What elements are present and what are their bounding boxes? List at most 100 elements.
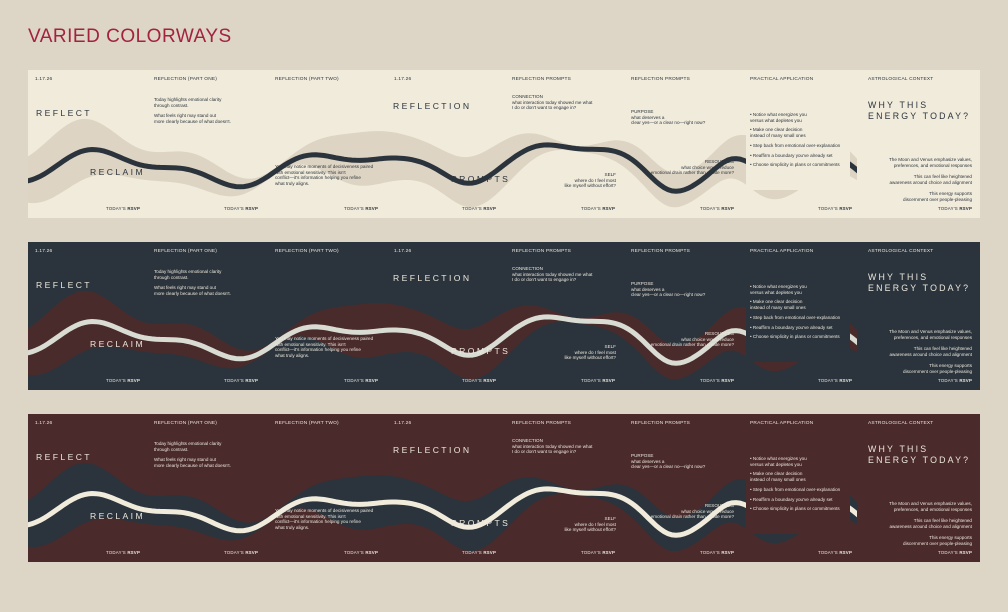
rsvp-brand: RSVP xyxy=(721,550,735,555)
reflect-label: REFLECT xyxy=(36,108,92,118)
rsvp-prefix: TODAY'S xyxy=(818,550,840,555)
rsvp-footer: TODAY'S RSVP xyxy=(700,206,734,212)
prompt-resources: RESOURCES what choice would reduce emoti… xyxy=(650,159,734,176)
astro-panel-bg xyxy=(857,154,980,218)
header-prompts-2: REFLECTION PROMPTS xyxy=(631,77,691,82)
rsvp-footer: TODAY'S RSVP xyxy=(700,550,734,556)
header-date-2: 1.17.26 xyxy=(394,77,412,82)
header-astro: ASTROLOGICAL CONTEXT xyxy=(868,249,934,254)
application-list: • Notice what energizes you versus what … xyxy=(750,284,840,344)
application-item: • Choose simplicity in plans or commitme… xyxy=(750,162,840,168)
reclaim-label: RECLAIM xyxy=(90,511,146,521)
header-astro: ASTROLOGICAL CONTEXT xyxy=(868,421,934,426)
rsvp-brand: RSVP xyxy=(959,206,973,211)
prompts-label: PROMPTS xyxy=(451,174,511,184)
astro-text-2: This can feel like heightened awareness … xyxy=(889,346,973,357)
header-prompts-1: REFLECTION PROMPTS xyxy=(512,77,572,82)
application-panel-bg xyxy=(746,454,850,534)
prompt-resources: RESOURCES what choice would reduce emoti… xyxy=(650,331,734,348)
date-label: 1.17.26 xyxy=(35,77,53,82)
reflect-label: REFLECT xyxy=(36,452,92,462)
rsvp-brand: RSVP xyxy=(483,206,497,211)
rsvp-brand: RSVP xyxy=(245,206,259,211)
rsvp-brand: RSVP xyxy=(245,378,259,383)
astro-text-1: The Moon and Venus emphasize values, pre… xyxy=(889,329,972,340)
colorway-strip: 1.17.26 REFLECTION (PART ONE) REFLECTION (… xyxy=(28,242,980,390)
rsvp-brand: RSVP xyxy=(365,378,379,383)
rsvp-footer: TODAY'S RSVP xyxy=(106,206,140,212)
rsvp-brand: RSVP xyxy=(839,378,853,383)
rsvp-prefix: TODAY'S xyxy=(224,550,246,555)
application-item: • Choose simplicity in plans or commitme… xyxy=(750,506,840,512)
reflection-label: REFLECTION xyxy=(393,101,472,111)
rsvp-prefix: TODAY'S xyxy=(818,378,840,383)
application-item: • Reaffirm a boundary you've already set xyxy=(750,152,833,158)
why-title: WHY THIS ENERGY TODAY? xyxy=(868,100,971,122)
prompt-purpose: PURPOSE what deserves a clear yes—or a c… xyxy=(631,109,706,126)
reflection-label: REFLECTION xyxy=(393,273,472,283)
astro-text-1: The Moon and Venus emphasize values, pre… xyxy=(889,501,972,512)
rsvp-prefix: TODAY'S xyxy=(462,206,484,211)
prompt-purpose: PURPOSE what deserves a clear yes—or a c… xyxy=(631,281,706,298)
reclaim-label: RECLAIM xyxy=(90,339,146,349)
p2-text-2: What feels right may stand out more clea… xyxy=(154,457,231,468)
prompt-connection: CONNECTION what interaction today showed… xyxy=(512,266,593,283)
astro-text-2: This can feel like heightened awareness … xyxy=(889,518,973,529)
rsvp-footer: TODAY'S RSVP xyxy=(462,550,496,556)
wave-graphic xyxy=(28,254,980,390)
rsvp-prefix: TODAY'S xyxy=(344,550,366,555)
why-title: WHY THIS ENERGY TODAY? xyxy=(868,272,971,294)
prompt-connection: CONNECTION what interaction today showed… xyxy=(512,94,593,111)
header-prompts-2: REFLECTION PROMPTS xyxy=(631,421,691,426)
rsvp-footer: TODAY'S RSVP xyxy=(462,206,496,212)
rsvp-brand: RSVP xyxy=(483,550,497,555)
rsvp-prefix: TODAY'S xyxy=(462,378,484,383)
rsvp-prefix: TODAY'S xyxy=(938,378,960,383)
colorway-strip: 1.17.26 REFLECTION (PART ONE) REFLECTION (… xyxy=(28,70,980,218)
prompt-self: SELF where do I feel most like myself wi… xyxy=(564,344,617,361)
wave-graphic xyxy=(28,426,980,562)
p2-text-2: What feels right may stand out more clea… xyxy=(154,113,231,124)
prompt-resources: RESOURCES what choice would reduce emoti… xyxy=(650,503,734,520)
why-panel-bg xyxy=(857,426,980,464)
rsvp-brand: RSVP xyxy=(839,206,853,211)
application-item: • Make one clear decision instead of man… xyxy=(750,299,806,311)
application-item: • Notice what energizes you versus what … xyxy=(750,112,807,123)
rsvp-brand: RSVP xyxy=(127,378,141,383)
rsvp-prefix: TODAY'S xyxy=(818,206,840,211)
rsvp-brand: RSVP xyxy=(127,550,141,555)
rsvp-brand: RSVP xyxy=(959,378,973,383)
rsvp-prefix: TODAY'S xyxy=(938,206,960,211)
application-item: • Notice what energizes you versus what … xyxy=(750,456,807,467)
prompts-label: PROMPTS xyxy=(451,518,511,528)
application-item: • Reaffirm a boundary you've already set xyxy=(750,324,833,330)
p2-text-2: What feels right may stand out more clea… xyxy=(154,285,231,296)
rsvp-prefix: TODAY'S xyxy=(581,206,603,211)
prompt-connection: CONNECTION what interaction today showed… xyxy=(512,438,593,455)
application-item: • Reaffirm a boundary you've already set xyxy=(750,496,833,502)
rsvp-brand: RSVP xyxy=(245,550,259,555)
date-label: 1.17.26 xyxy=(35,421,53,426)
rsvp-footer: TODAY'S RSVP xyxy=(938,378,972,384)
rsvp-prefix: TODAY'S xyxy=(106,378,128,383)
rsvp-brand: RSVP xyxy=(483,378,497,383)
rsvp-footer: TODAY'S RSVP xyxy=(344,378,378,384)
rsvp-prefix: TODAY'S xyxy=(224,378,246,383)
application-item: • Step back from emotional over-explanat… xyxy=(750,142,841,148)
prompt-purpose: PURPOSE what deserves a clear yes—or a c… xyxy=(631,453,706,470)
header-prompts-1: REFLECTION PROMPTS xyxy=(512,421,572,426)
header-date-2: 1.17.26 xyxy=(394,421,412,426)
astro-panel-bg xyxy=(857,498,980,562)
rsvp-prefix: TODAY'S xyxy=(106,206,128,211)
prompt-self: SELF where do I feel most like myself wi… xyxy=(564,516,617,533)
astro-text-3: This energy supports discernment over pe… xyxy=(903,363,972,374)
rsvp-footer: TODAY'S RSVP xyxy=(344,206,378,212)
rsvp-footer: TODAY'S RSVP xyxy=(938,550,972,556)
header-reflection-two: REFLECTION (PART TWO) xyxy=(275,421,339,426)
rsvp-brand: RSVP xyxy=(602,550,616,555)
p3-text: You may notice moments of decisiveness p… xyxy=(275,336,374,359)
rsvp-prefix: TODAY'S xyxy=(462,550,484,555)
prompt-self: SELF where do I feel most like myself wi… xyxy=(564,172,617,189)
rsvp-brand: RSVP xyxy=(959,550,973,555)
header-astro: ASTROLOGICAL CONTEXT xyxy=(868,77,934,82)
